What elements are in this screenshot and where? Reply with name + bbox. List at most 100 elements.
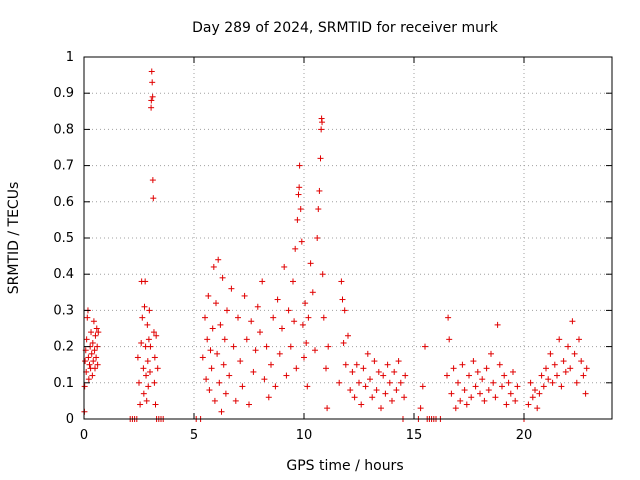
data-point bbox=[89, 372, 96, 379]
data-point bbox=[382, 390, 389, 397]
data-point bbox=[270, 314, 277, 321]
data-point bbox=[274, 296, 281, 303]
data-point bbox=[529, 394, 536, 401]
data-point bbox=[360, 365, 367, 372]
data-point bbox=[299, 321, 306, 328]
data-point bbox=[472, 383, 479, 390]
data-point bbox=[83, 336, 90, 343]
x-tick-label: 5 bbox=[190, 428, 198, 443]
data-point bbox=[312, 347, 318, 354]
x-tick-label: 15 bbox=[406, 428, 423, 443]
data-point bbox=[137, 401, 144, 408]
data-point bbox=[362, 383, 369, 390]
data-point bbox=[492, 394, 499, 401]
data-point bbox=[543, 365, 549, 372]
data-point bbox=[142, 278, 149, 285]
data-point bbox=[560, 358, 567, 365]
data-point bbox=[448, 390, 455, 397]
data-point bbox=[389, 397, 395, 404]
data-point bbox=[93, 325, 100, 332]
data-point bbox=[218, 408, 225, 415]
data-point bbox=[395, 358, 402, 365]
data-point bbox=[512, 397, 519, 404]
data-point bbox=[514, 383, 521, 390]
data-point bbox=[154, 365, 161, 372]
data-point bbox=[246, 401, 252, 408]
data-point bbox=[228, 285, 235, 292]
data-point bbox=[320, 314, 327, 321]
data-point bbox=[149, 79, 156, 86]
data-point bbox=[199, 354, 206, 361]
data-point bbox=[463, 401, 470, 408]
y-tick-label: 0.5 bbox=[53, 231, 74, 246]
data-point bbox=[510, 368, 516, 375]
data-point bbox=[150, 329, 157, 336]
data-point bbox=[558, 383, 565, 390]
data-point bbox=[207, 347, 214, 354]
data-point bbox=[276, 350, 283, 357]
data-point bbox=[89, 339, 96, 346]
data-point bbox=[208, 365, 215, 372]
data-point bbox=[397, 379, 404, 386]
data-point bbox=[291, 318, 298, 325]
data-point bbox=[88, 329, 95, 336]
data-points bbox=[81, 68, 590, 422]
data-point bbox=[145, 383, 152, 390]
data-point bbox=[507, 390, 514, 397]
data-point bbox=[457, 397, 464, 404]
data-point bbox=[527, 379, 534, 386]
data-point bbox=[356, 379, 362, 386]
data-point bbox=[138, 339, 145, 346]
data-point bbox=[468, 394, 475, 401]
data-point bbox=[494, 321, 501, 328]
data-point bbox=[250, 368, 257, 375]
data-point bbox=[226, 372, 233, 379]
data-point bbox=[349, 368, 356, 375]
data-point bbox=[287, 343, 294, 350]
data-point bbox=[81, 383, 88, 390]
data-point bbox=[551, 361, 558, 368]
data-point bbox=[302, 300, 309, 307]
data-point bbox=[466, 372, 472, 379]
chart-title: Day 289 of 2024, SRMTID for receiver mur… bbox=[192, 20, 499, 36]
data-point bbox=[562, 368, 569, 375]
data-point bbox=[144, 358, 151, 365]
data-point bbox=[459, 361, 466, 368]
data-point bbox=[140, 390, 147, 397]
y-tick-label: 0 bbox=[66, 412, 74, 427]
data-point bbox=[305, 314, 312, 321]
data-point bbox=[204, 336, 211, 343]
data-point bbox=[290, 278, 296, 285]
data-point bbox=[490, 379, 497, 386]
data-point bbox=[296, 184, 303, 191]
data-point bbox=[237, 358, 244, 365]
data-point bbox=[554, 372, 560, 379]
data-point bbox=[147, 368, 153, 375]
data-point bbox=[91, 347, 98, 354]
data-point bbox=[373, 387, 380, 394]
data-point bbox=[386, 379, 393, 386]
data-point bbox=[143, 372, 150, 379]
data-point bbox=[393, 387, 400, 394]
y-tick-label: 0.8 bbox=[53, 122, 74, 137]
data-point bbox=[211, 397, 218, 404]
data-point bbox=[378, 405, 384, 412]
data-point bbox=[151, 379, 158, 386]
data-point bbox=[148, 104, 155, 111]
data-point bbox=[254, 303, 261, 310]
data-point bbox=[549, 379, 556, 386]
grid-lines bbox=[84, 57, 612, 419]
data-point bbox=[336, 379, 343, 386]
data-point bbox=[353, 361, 360, 368]
data-point bbox=[144, 321, 151, 328]
data-point bbox=[534, 405, 541, 412]
data-point bbox=[567, 365, 574, 372]
data-point bbox=[265, 394, 272, 401]
data-point bbox=[452, 405, 459, 412]
data-point bbox=[241, 292, 248, 299]
axis-ticks: 0 5 10 15 20 0 0.1 0.2 0.3 0.4 0.5 0.6 0.7 0.8 0.9 1 bbox=[53, 50, 612, 443]
data-point bbox=[230, 343, 237, 350]
y-tick-label: 0.1 bbox=[53, 376, 74, 391]
data-point bbox=[309, 289, 316, 296]
